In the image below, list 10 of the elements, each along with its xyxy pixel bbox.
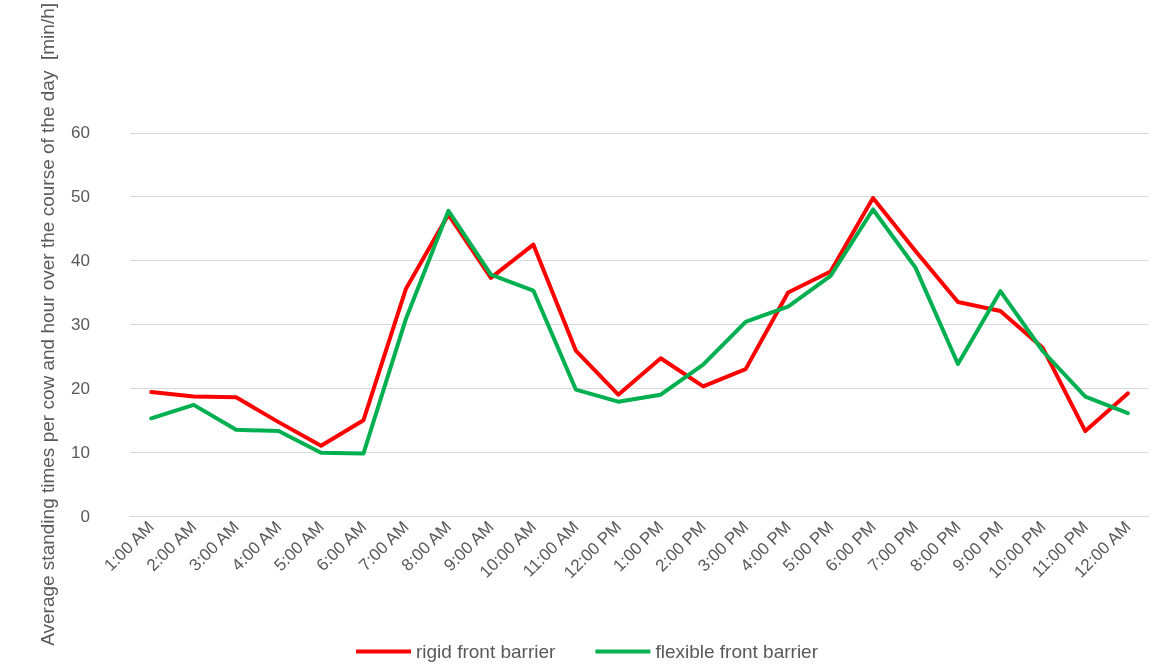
y-tick-label: 10: [71, 442, 90, 462]
y-tick-label: 20: [71, 378, 90, 398]
y-tick-label: 50: [71, 187, 90, 207]
y-tick-label: 30: [71, 314, 90, 334]
legend-label: rigid front barrier: [416, 641, 557, 662]
y-tick-label: 60: [71, 123, 90, 143]
y-axis-title: Average standing times per cow and hour over the course of the day [min/h]: [36, 2, 58, 646]
y-tick-label: 0: [80, 506, 90, 526]
legend-label: flexible front barrier: [655, 641, 819, 662]
y-tick-label: 40: [71, 251, 90, 271]
